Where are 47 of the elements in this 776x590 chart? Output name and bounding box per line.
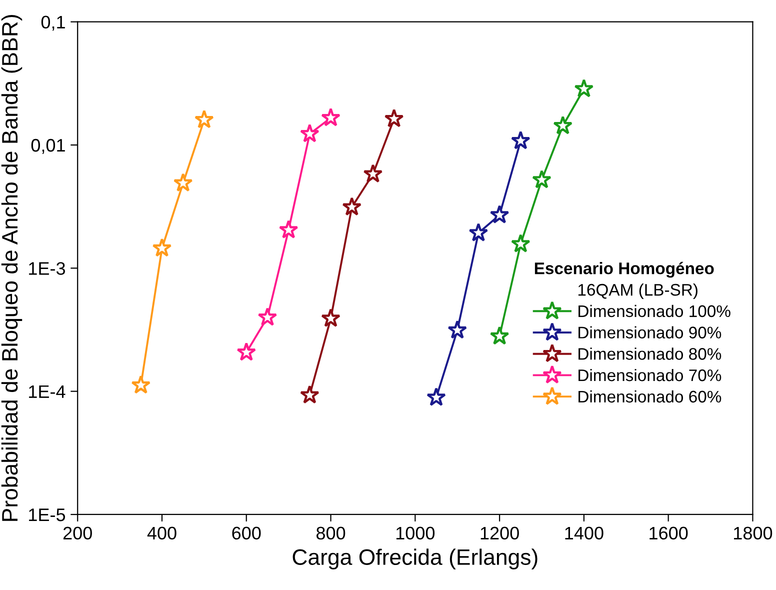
point [574,78,594,98]
point [278,220,298,238]
y-tick-label: 1E-5 [29,508,66,522]
point [321,108,340,126]
y-tick-label: 1E-4 [29,385,66,398]
legend-label: Dimensionado 60% [578,390,722,403]
legend-label: Dimensionado 70% [578,368,722,382]
point [321,308,340,327]
x-tick-label: 1800 [734,526,772,540]
x-tick-label: 800 [316,526,346,540]
y-axis-title: Probabilidad de Bloqueo de Ancho de Banda (BBR) [1,15,22,521]
x-tick-label: 600 [232,526,261,540]
annotation: 16QAM (LB-SR) [578,283,698,300]
x-tick-label: 1600 [650,526,688,540]
point [510,130,530,150]
x-axis-title: Carga Ofrecida (Erlangs) [292,548,538,570]
point [553,116,573,134]
x-tick-label: 1000 [396,526,435,540]
x-tick-label: 1200 [480,526,519,540]
x-tick-label: 200 [63,526,92,540]
point [384,108,404,128]
point [532,170,552,188]
point [258,307,278,326]
point [152,238,172,257]
y-tick-label: 1E-3 [29,262,66,275]
legend-label: Dimensionado 80% [578,348,722,360]
y-tick-label: 0,01 [31,138,65,154]
point [363,164,383,183]
point [300,124,320,142]
point [490,326,510,345]
legend-label: Dimensionado 100% [578,304,730,318]
point [510,234,530,252]
point [300,385,320,404]
x-tick-label: 400 [147,526,176,540]
point [490,204,510,224]
point [342,196,362,216]
legend-label: Dimensionado 90% [578,326,722,338]
point [448,320,468,339]
y-tick-label: 0,1 [41,16,65,31]
point [131,375,151,394]
point [426,387,446,406]
x-tick-label: 1400 [565,526,604,540]
point [236,342,256,361]
point [173,173,193,192]
point [194,110,214,128]
legend-title: Escenario Homogéneo [534,262,714,278]
point [468,222,488,242]
